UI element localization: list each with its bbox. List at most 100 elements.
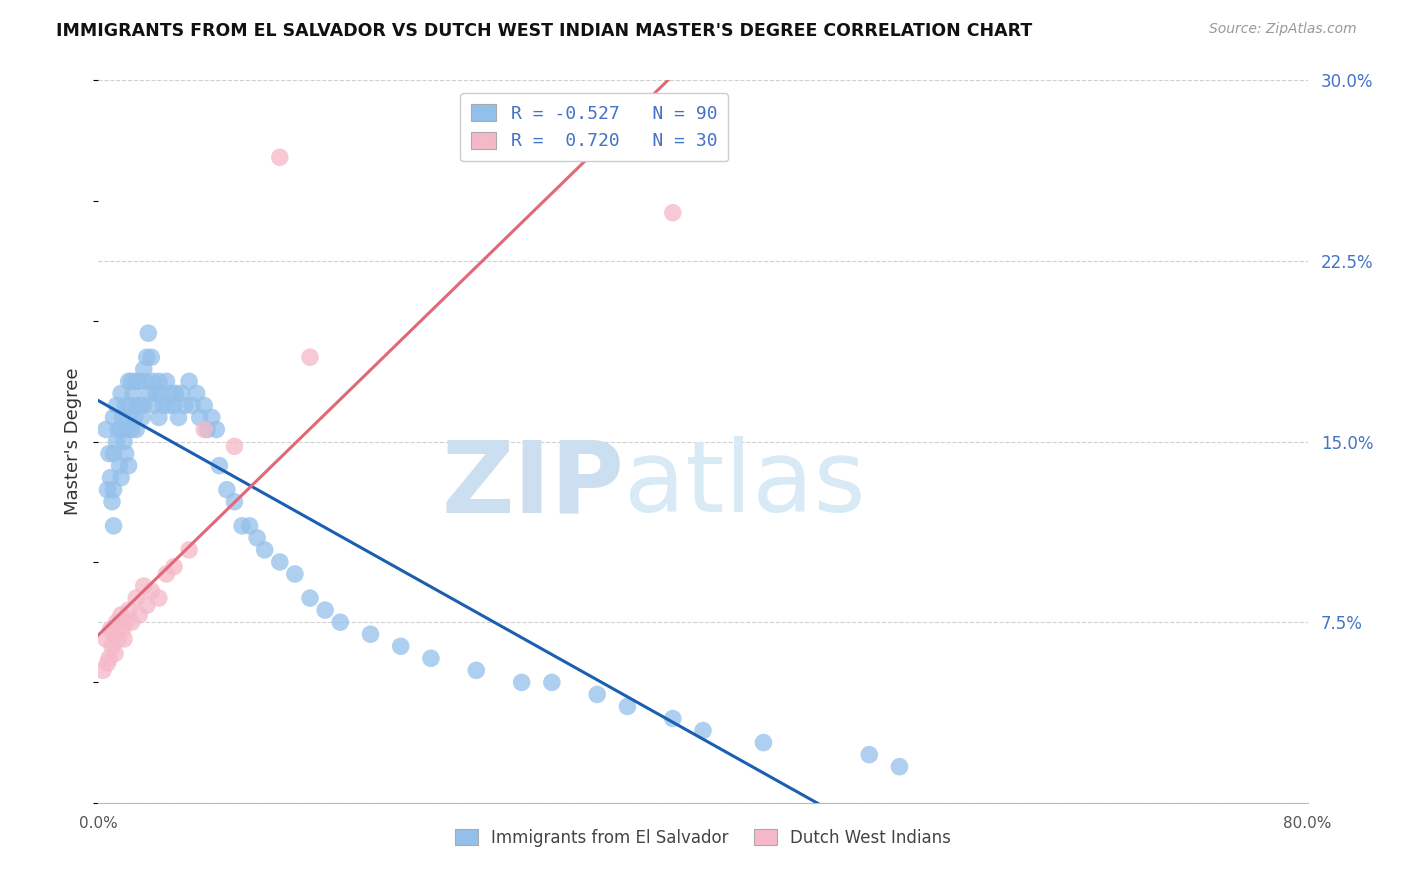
Point xyxy=(360,627,382,641)
Point xyxy=(141,350,163,364)
Point xyxy=(148,410,170,425)
Point xyxy=(181,398,204,412)
Point xyxy=(148,591,170,605)
Point xyxy=(118,410,141,425)
Point xyxy=(586,687,609,701)
Point xyxy=(152,398,174,412)
Point xyxy=(170,386,193,401)
Point xyxy=(100,470,122,484)
Point xyxy=(103,518,125,533)
Point xyxy=(110,470,132,484)
Point xyxy=(253,542,276,557)
Point xyxy=(155,567,177,582)
Point xyxy=(114,398,136,412)
Point xyxy=(104,647,127,661)
Point xyxy=(118,374,141,388)
Point xyxy=(145,386,167,401)
Point xyxy=(94,422,117,436)
Point xyxy=(329,615,352,630)
Point xyxy=(231,518,253,533)
Point xyxy=(125,591,148,605)
Point xyxy=(201,410,224,425)
Point xyxy=(155,374,177,388)
Point xyxy=(148,374,170,388)
Point xyxy=(100,623,122,637)
Point xyxy=(110,607,132,622)
Point xyxy=(167,410,190,425)
Text: ZIP: ZIP xyxy=(441,436,624,533)
Point xyxy=(195,422,218,436)
Point xyxy=(91,664,114,678)
Point xyxy=(115,422,138,436)
Point xyxy=(269,150,291,164)
Point xyxy=(124,410,146,425)
Point xyxy=(139,386,162,401)
Point xyxy=(188,410,211,425)
Point xyxy=(125,422,148,436)
Point xyxy=(128,607,150,622)
Point xyxy=(239,518,262,533)
Point xyxy=(101,494,124,508)
Point xyxy=(141,583,163,598)
Text: atlas: atlas xyxy=(624,436,866,533)
Point xyxy=(224,439,246,453)
Point xyxy=(110,386,132,401)
Point xyxy=(510,675,533,690)
Point xyxy=(143,398,166,412)
Point xyxy=(118,603,141,617)
Point xyxy=(105,434,128,449)
Point xyxy=(134,374,156,388)
Point xyxy=(224,494,246,508)
Point xyxy=(94,632,117,646)
Point xyxy=(284,567,307,582)
Point xyxy=(112,632,135,646)
Point xyxy=(108,458,131,473)
Point xyxy=(128,374,150,388)
Point xyxy=(101,639,124,653)
Point xyxy=(208,458,231,473)
Point xyxy=(121,422,143,436)
Point xyxy=(132,362,155,376)
Point xyxy=(135,350,157,364)
Point xyxy=(269,555,291,569)
Point xyxy=(105,398,128,412)
Point xyxy=(314,603,336,617)
Point xyxy=(420,651,443,665)
Point xyxy=(118,458,141,473)
Point xyxy=(103,627,125,641)
Point xyxy=(112,434,135,449)
Point xyxy=(246,531,269,545)
Point xyxy=(179,374,201,388)
Point xyxy=(125,374,148,388)
Point xyxy=(122,386,145,401)
Point xyxy=(540,675,562,690)
Legend: Immigrants from El Salvador, Dutch West Indians: Immigrants from El Salvador, Dutch West … xyxy=(449,822,957,854)
Point xyxy=(179,542,201,557)
Point xyxy=(889,760,911,774)
Point xyxy=(661,205,683,219)
Point xyxy=(692,723,714,738)
Point xyxy=(165,386,187,401)
Point xyxy=(136,326,159,340)
Point xyxy=(105,615,128,630)
Point xyxy=(661,712,683,726)
Point xyxy=(616,699,638,714)
Text: Source: ZipAtlas.com: Source: ZipAtlas.com xyxy=(1209,22,1357,37)
Point xyxy=(121,374,143,388)
Point xyxy=(111,410,134,425)
Point xyxy=(163,398,186,412)
Point xyxy=(111,623,134,637)
Point xyxy=(142,374,165,388)
Point xyxy=(163,559,186,574)
Point xyxy=(98,651,121,665)
Point xyxy=(752,735,775,749)
Point xyxy=(120,398,142,412)
Point xyxy=(127,398,149,412)
Point xyxy=(114,446,136,460)
Point xyxy=(132,398,155,412)
Point xyxy=(160,386,183,401)
Point xyxy=(173,398,195,412)
Point xyxy=(156,398,179,412)
Text: IMMIGRANTS FROM EL SALVADOR VS DUTCH WEST INDIAN MASTER'S DEGREE CORRELATION CHA: IMMIGRANTS FROM EL SALVADOR VS DUTCH WES… xyxy=(56,22,1032,40)
Point xyxy=(389,639,412,653)
